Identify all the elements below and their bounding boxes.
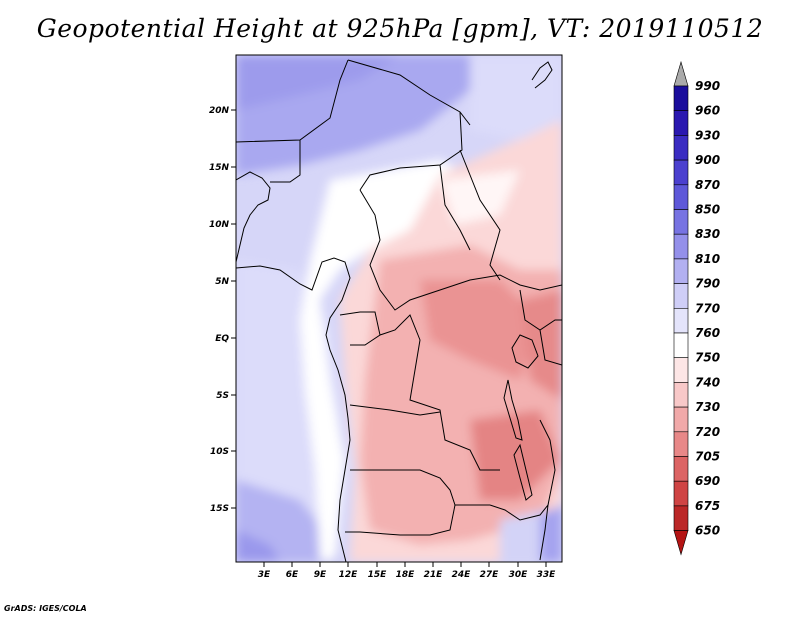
colorbar-label: 720 (695, 425, 720, 439)
colorbar-swatch (673, 283, 689, 309)
colorbar-label: 740 (695, 375, 720, 389)
chart-title: Geopotential Height at 925hPa [gpm], VT:… (36, 14, 764, 43)
colorbar-swatch (673, 110, 689, 136)
credit-text: GrADS: IGES/COLA (4, 604, 87, 613)
lon-tick-label: 18E (396, 570, 416, 580)
colorbar-label: 650 (695, 524, 720, 538)
geopotential-field (236, 55, 562, 562)
lat-tick: EQ (215, 334, 236, 344)
colorbar-label: 750 (695, 351, 720, 365)
lon-tick-label: 21E (424, 570, 444, 580)
colorbar-label: 730 (695, 400, 720, 414)
lon-tick: 9E (314, 562, 327, 580)
lon-tick: 12E (339, 562, 359, 580)
lon-tick-label: 6E (286, 570, 299, 580)
lon-tick: 24E (452, 562, 472, 580)
lat-tick: 5S (216, 391, 236, 401)
map-frame (235, 54, 563, 563)
lon-tick: 33E (537, 562, 557, 580)
lon-tick-label: 30E (509, 570, 529, 580)
colorbar-swatch (673, 357, 689, 383)
colorbar-label: 960 (695, 104, 720, 118)
lon-tick-label: 27E (480, 570, 500, 580)
colorbar-swatch (673, 431, 689, 457)
lat-tick-label: 5N (215, 277, 229, 287)
lon-tick: 21E (424, 562, 444, 580)
colorbar-label: 675 (695, 499, 720, 513)
colorbar-swatch (673, 382, 689, 408)
colorbar-swatch (673, 85, 689, 112)
lat-axis: 20N 15N 10N 5N EQ 5S 10S 15S (209, 106, 236, 514)
lat-tick-label: 10N (209, 220, 230, 230)
lon-tick-label: 12E (339, 570, 359, 580)
colorbar-swatch (673, 209, 689, 235)
lon-tick: 30E (509, 562, 529, 580)
lon-tick: 3E (258, 562, 271, 580)
lat-tick: 20N (209, 106, 236, 116)
colorbar: 990 960 930 900 870 850 830 810 790 770 760 750 740 7… (673, 60, 720, 556)
colorbar-swatch (673, 184, 689, 210)
colorbar-label: 770 (695, 301, 720, 315)
colorbar-label: 830 (695, 227, 720, 241)
lat-tick-label: 20N (209, 106, 230, 116)
lat-tick: 5N (215, 277, 236, 287)
lon-tick-label: 15E (368, 570, 388, 580)
lat-tick-label: 15S (210, 504, 229, 514)
lon-tick: 6E (286, 562, 299, 580)
colorbar-swatch (673, 456, 689, 482)
colorbar-swatch (673, 307, 689, 334)
colorbar-label: 790 (695, 277, 720, 291)
colorbar-label: 930 (695, 128, 720, 142)
lat-tick-label: EQ (215, 334, 229, 344)
colorbar-top-arrow (673, 60, 689, 87)
lon-tick: 15E (368, 562, 388, 580)
colorbar-swatch (673, 406, 689, 433)
lon-tick-label: 9E (314, 570, 327, 580)
colorbar-swatch (673, 480, 689, 507)
lat-tick-label: 10S (210, 447, 229, 457)
colorbar-swatch (673, 159, 689, 186)
lon-tick: 27E (480, 562, 500, 580)
lon-tick-label: 3E (258, 570, 271, 580)
lat-tick: 15N (209, 163, 236, 173)
lat-tick-label: 5S (216, 391, 229, 401)
colorbar-swatch (673, 233, 689, 260)
lat-tick: 10N (209, 220, 236, 230)
colorbar-label: 810 (695, 252, 720, 266)
colorbar-label: 870 (695, 178, 720, 192)
colorbar-swatch (673, 258, 689, 284)
colorbar-label: 760 (695, 326, 720, 340)
colorbar-label: 900 (695, 153, 720, 167)
lat-tick: 10S (210, 447, 236, 457)
colorbar-swatch (673, 332, 689, 359)
colorbar-swatch (673, 135, 689, 161)
lat-tick: 15S (210, 504, 236, 514)
colorbar-label: 705 (695, 450, 720, 464)
colorbar-label: 690 (695, 474, 720, 488)
lon-tick-label: 24E (452, 570, 472, 580)
colorbar-bottom-arrow (673, 530, 689, 556)
lon-tick: 18E (396, 562, 416, 580)
lon-tick-label: 33E (537, 570, 557, 580)
colorbar-label: 990 (695, 79, 720, 93)
lat-tick-label: 15N (209, 163, 230, 173)
lon-axis: 3E 6E 9E 12E 15E 18E 21E 24E 27E 30E 33E (258, 562, 556, 580)
colorbar-swatch (673, 505, 689, 531)
colorbar-label: 850 (695, 203, 720, 217)
